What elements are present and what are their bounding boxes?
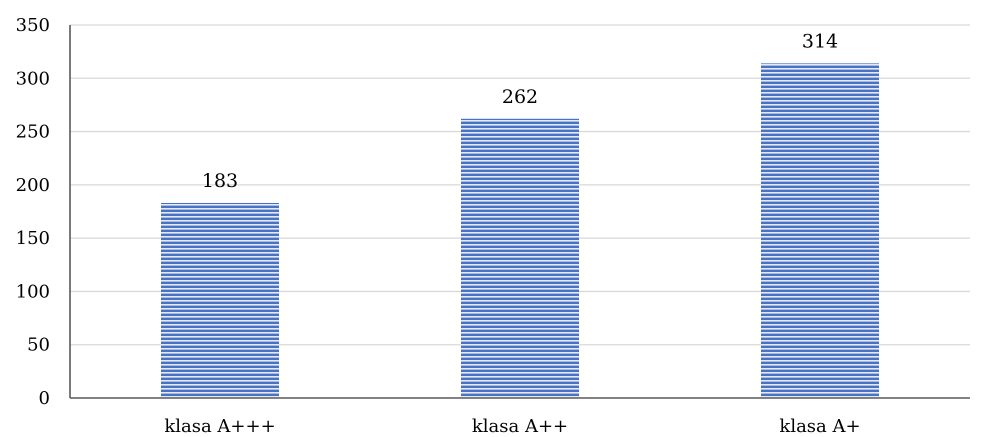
bar [161, 203, 279, 398]
data-label: 262 [502, 86, 538, 108]
x-axis-category-labels: klasa A+++ klasa A++ klasa A+ [164, 416, 860, 437]
y-tick-label: 350 [16, 15, 50, 36]
y-tick-label: 250 [16, 122, 50, 143]
bar [761, 63, 879, 398]
y-tick-label: 300 [16, 68, 50, 89]
y-tick-label: 200 [16, 175, 50, 196]
y-tick-label: 100 [16, 281, 50, 302]
x-category-label: klasa A++ [472, 416, 568, 437]
data-label: 314 [802, 30, 838, 52]
bars [161, 63, 879, 398]
bar [461, 119, 579, 398]
y-tick-label: 150 [16, 228, 50, 249]
y-axis-tick-labels: 0 50 100 150 200 250 300 350 [16, 15, 50, 409]
x-category-label: klasa A+ [779, 416, 860, 437]
y-tick-label: 0 [39, 388, 50, 409]
data-label: 183 [202, 170, 238, 192]
y-tick-label: 50 [27, 335, 50, 356]
x-category-label: klasa A+++ [164, 416, 275, 437]
